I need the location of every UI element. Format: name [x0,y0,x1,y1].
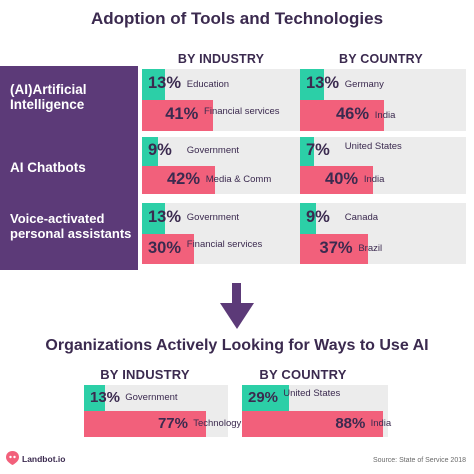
bar-value-label: 37% [319,238,353,257]
bar [242,385,289,411]
bar-value-label: 9% [306,208,330,227]
bar-value-label: 13% [306,74,340,93]
bar [300,137,314,166]
bar-category-label: Technology [193,418,242,429]
bar [84,385,105,411]
bar-value-label: 13% [148,74,182,93]
row-label-ai-chatbots: AI Chatbots [10,160,86,175]
bar-category-label: United States [344,141,402,153]
column-header-country-bottom: BY COUNTRY [259,367,347,382]
bar-category-label: Financial services [186,238,263,250]
chart-title-top: Adoption of Tools and Technologies [90,9,384,28]
down-arrow-shaft [232,283,241,307]
bar-category-label: United States [283,388,341,399]
row-label-panel [0,66,138,270]
bar [142,203,165,234]
bar-category-label: Government [186,212,240,224]
bar-value-label: 30% [148,238,182,257]
bar-category-label: Germany [344,78,384,90]
bar [142,165,215,194]
bar-category-label: Financial services [204,105,280,117]
bar-value-label: 42% [166,169,201,188]
bar [300,233,368,264]
landbot-logo: Landbot.io [22,454,66,464]
bar-category-label: Government [186,145,240,157]
bar-value-label: 77% [157,414,188,432]
landbot-logo-icon [6,451,19,465]
bar-value-label: 29% [248,388,279,406]
down-arrow-icon [220,303,254,329]
bar-category-label: India [374,109,396,121]
row-label-artificial-intelligence: (AI)Artificial Intelligence [10,82,87,112]
bar-value-label: 13% [148,208,182,227]
bar [142,69,165,100]
bar-value-label: 88% [335,414,366,432]
bar [300,69,324,100]
source-note: Source: State of Service 2018 [373,457,466,464]
bar [142,233,195,264]
bar-category-label: India [370,418,392,429]
bar-value-label: 46% [335,105,370,124]
bar-value-label: 41% [165,105,199,124]
bar-value-label: 40% [325,169,359,188]
bar [84,411,206,437]
bar [300,100,384,131]
column-header-industry: BY INDUSTRY [177,52,265,66]
chart-title-bottom: Organizations Actively Looking for Ways … [45,337,429,354]
column-header-industry-bottom: BY INDUSTRY [100,367,190,382]
bar-category-label: Media & Comm [205,173,272,185]
bar-category-label: Canada [344,212,379,224]
bar-value-label: 7% [306,141,330,160]
bar-value-label: 9% [148,141,172,160]
bar [142,100,214,131]
row-label-voice-assistants: Voice-activated personal assistants [10,211,132,241]
column-header-country: BY COUNTRY [339,52,423,66]
bar [242,411,384,437]
bar [300,203,317,234]
bar [142,137,158,166]
bar-value-label: 13% [90,388,121,406]
bar-category-label: India [363,173,385,185]
bar-category-label: Education [186,78,230,90]
bar [300,165,374,194]
bar-category-label: Brazil [358,242,383,254]
bar-category-label: Government [125,392,178,403]
